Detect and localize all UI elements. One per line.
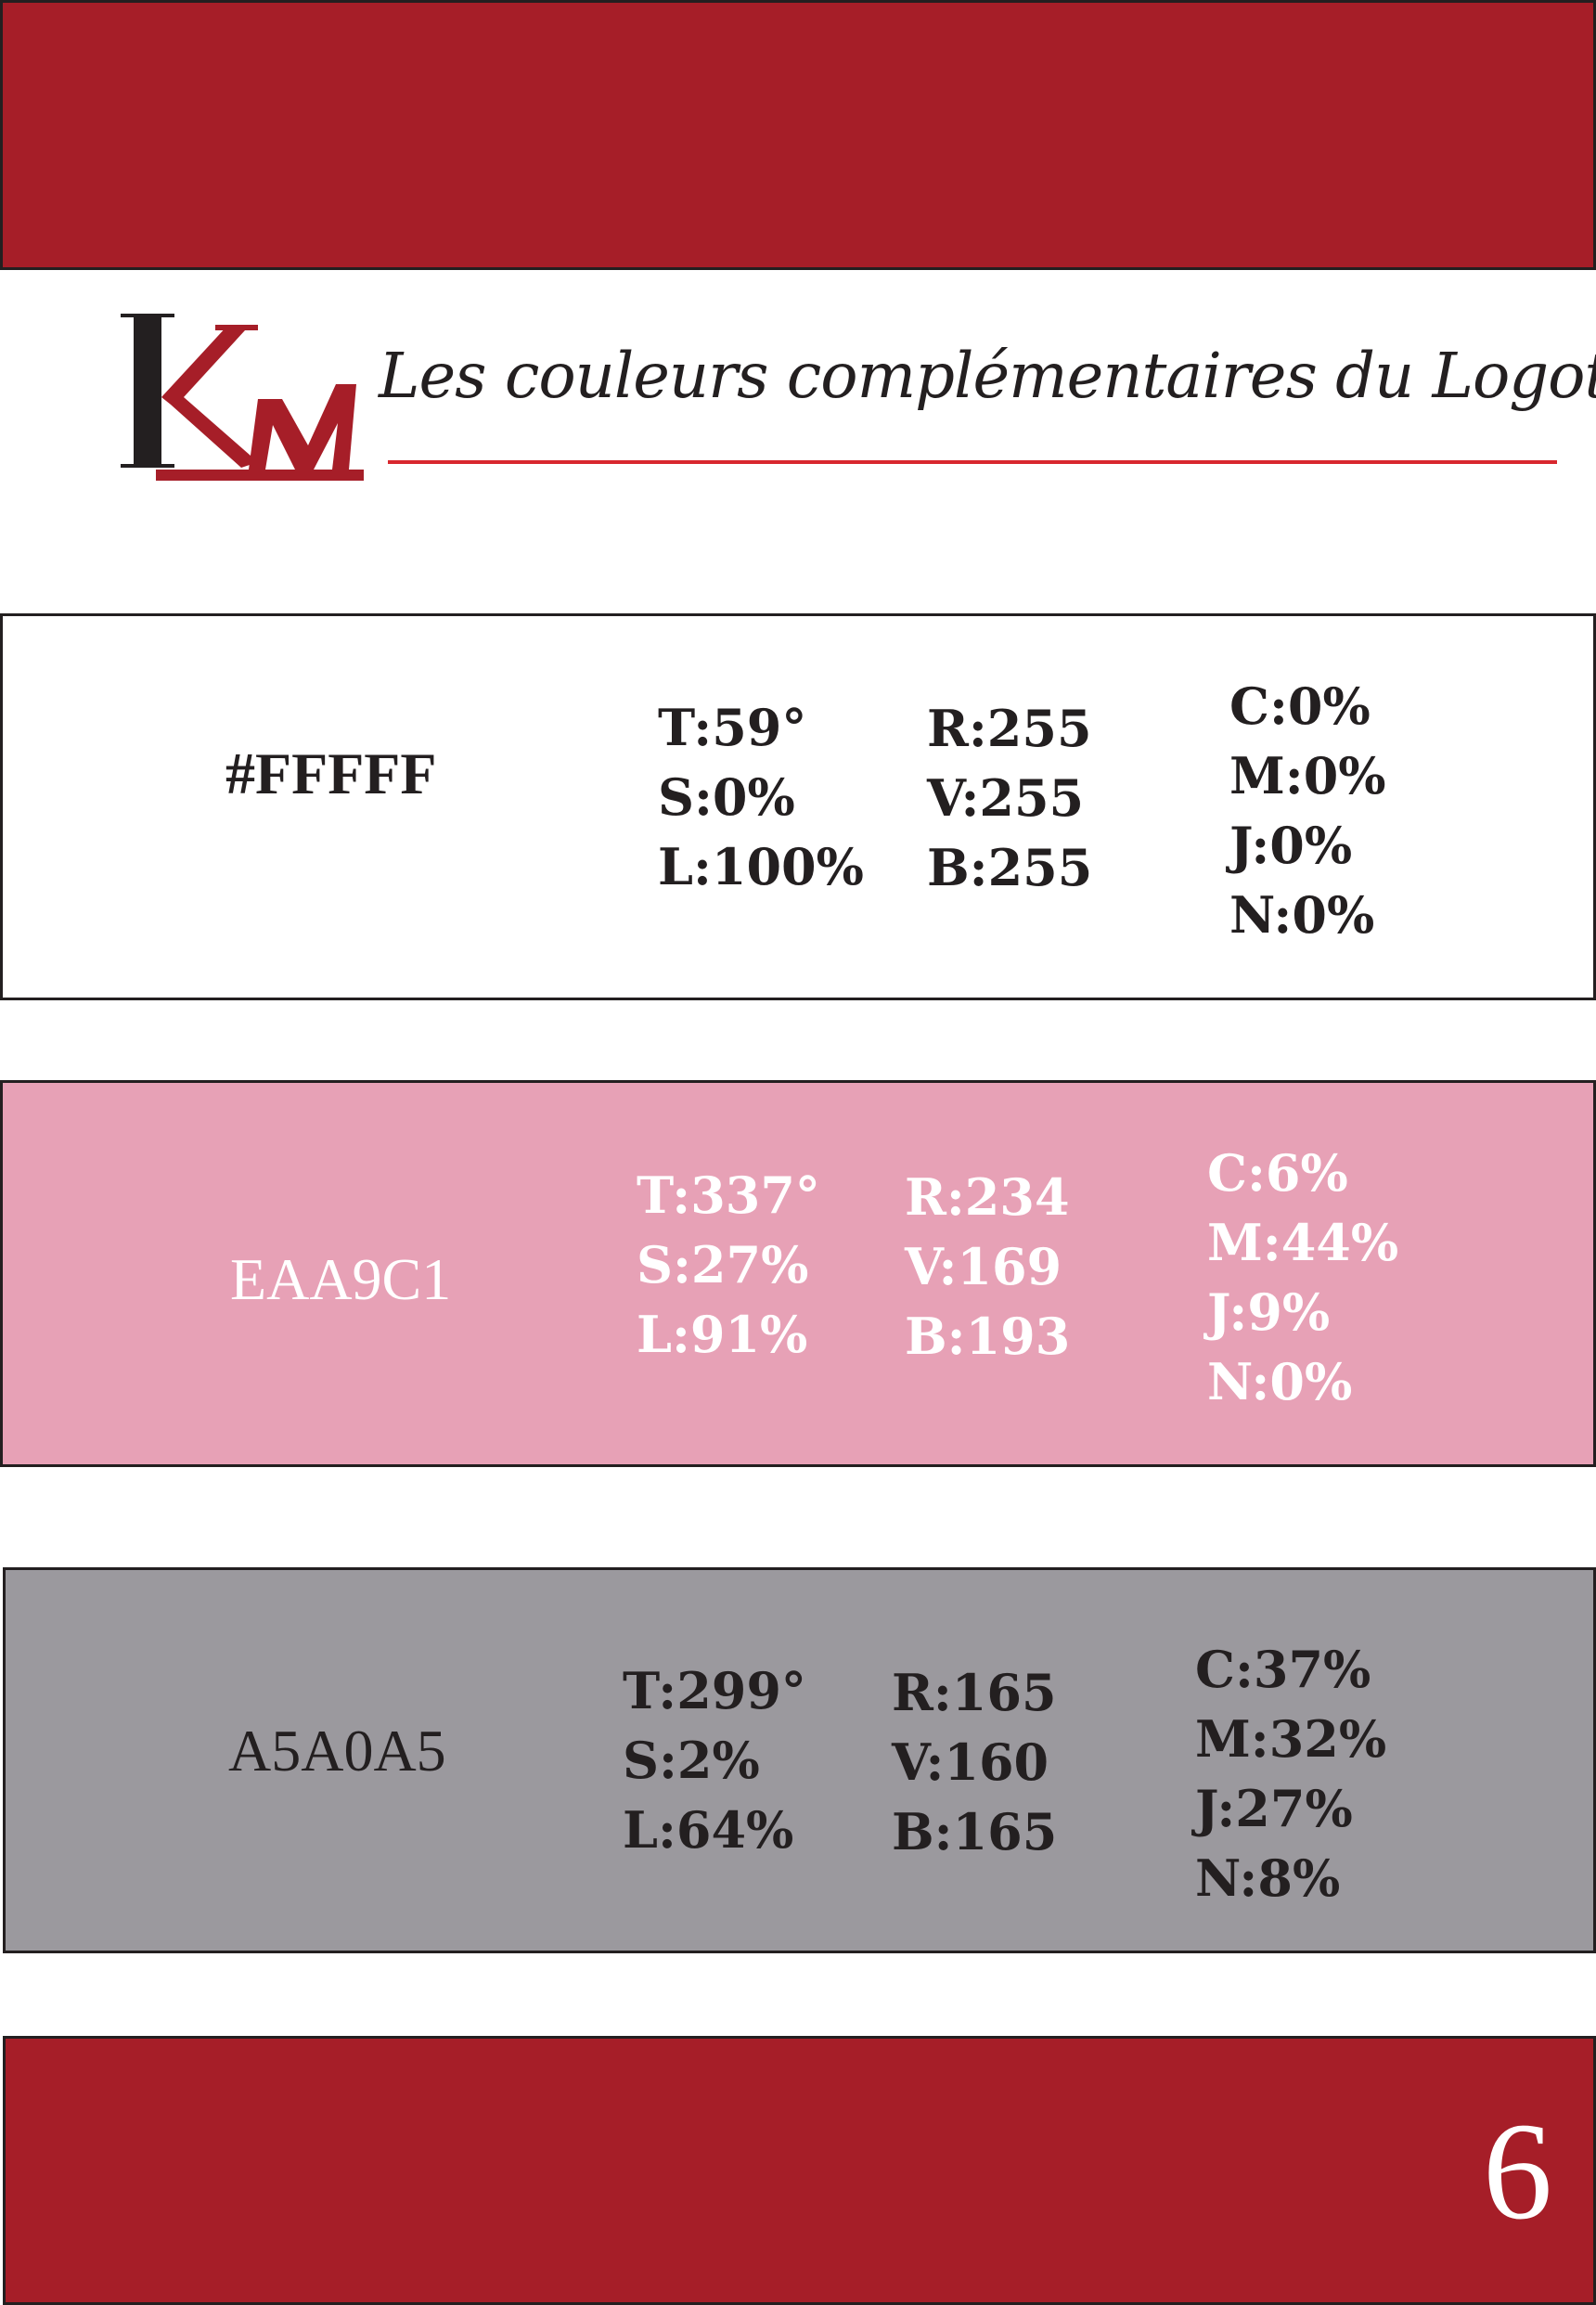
cmjn-values: C:37% M:32% J:27% N:8% (1195, 1635, 1386, 1913)
hex-code: EAA9C1 (230, 1246, 452, 1312)
blue-value: B:193 (905, 1307, 1071, 1366)
saturation-value: S:0% (658, 767, 795, 827)
page-title: Les couleurs complémentaires du Logotype (379, 340, 1596, 412)
hue-value: T:59° (658, 698, 807, 757)
color-swatch-gray: A5A0A5 T:299° S:2% L:64% R:165 V:160 B:1… (3, 1567, 1596, 1953)
hue-value: T:337° (637, 1165, 820, 1225)
black-value: N:8% (1195, 1848, 1341, 1908)
green-value: V:160 (892, 1732, 1049, 1792)
black-value: N:0% (1207, 1352, 1353, 1411)
saturation-value: S:2% (623, 1731, 760, 1790)
tsl-values: T:337° S:27% L:91% (637, 1161, 820, 1370)
yellow-value: J:27% (1195, 1779, 1353, 1838)
hue-value: T:299° (623, 1661, 806, 1720)
red-value: R:234 (905, 1167, 1070, 1227)
lightness-value: L:100% (658, 837, 864, 896)
magenta-value: M:44% (1207, 1213, 1399, 1272)
hex-code: A5A0A5 (228, 1718, 446, 1783)
black-value: N:0% (1229, 885, 1375, 945)
red-value: R:165 (892, 1663, 1057, 1722)
color-swatch-white: #FFFFF T:59° S:0% L:100% R:255 V:255 B:2… (0, 613, 1596, 1000)
bottom-band: 6 (3, 2036, 1596, 2305)
hex-code: #FFFFF (225, 740, 437, 806)
rvb-values: R:165 V:160 B:165 (892, 1658, 1057, 1867)
green-value: V:169 (905, 1237, 1062, 1296)
red-value: R:255 (927, 699, 1092, 758)
yellow-value: J:0% (1229, 816, 1353, 875)
cmjn-values: C:6% M:44% J:9% N:0% (1207, 1139, 1398, 1417)
cyan-value: C:6% (1207, 1143, 1348, 1203)
saturation-value: S:27% (637, 1235, 809, 1294)
yellow-value: J:9% (1207, 1282, 1331, 1342)
magenta-value: M:32% (1195, 1709, 1387, 1769)
rvb-values: R:255 V:255 B:255 (927, 694, 1092, 903)
green-value: V:255 (927, 768, 1085, 828)
blue-value: B:255 (927, 838, 1093, 897)
tsl-values: T:299° S:2% L:64% (623, 1656, 806, 1865)
lightness-value: L:91% (637, 1305, 808, 1364)
lightness-value: L:64% (623, 1800, 794, 1860)
magenta-value: M:0% (1229, 746, 1386, 805)
km-logo-icon (121, 314, 364, 481)
page-number: 6 (1483, 2094, 1552, 2248)
color-swatch-pink: EAA9C1 T:337° S:27% L:91% R:234 V:169 B:… (0, 1080, 1596, 1467)
cmjn-values: C:0% M:0% J:0% N:0% (1229, 672, 1386, 950)
blue-value: B:165 (892, 1802, 1058, 1861)
title-underline (388, 460, 1557, 464)
rvb-values: R:234 V:169 B:193 (905, 1163, 1070, 1371)
cyan-value: C:0% (1229, 676, 1371, 736)
top-band (0, 0, 1596, 270)
cyan-value: C:37% (1195, 1640, 1371, 1699)
tsl-values: T:59° S:0% L:100% (658, 693, 864, 902)
